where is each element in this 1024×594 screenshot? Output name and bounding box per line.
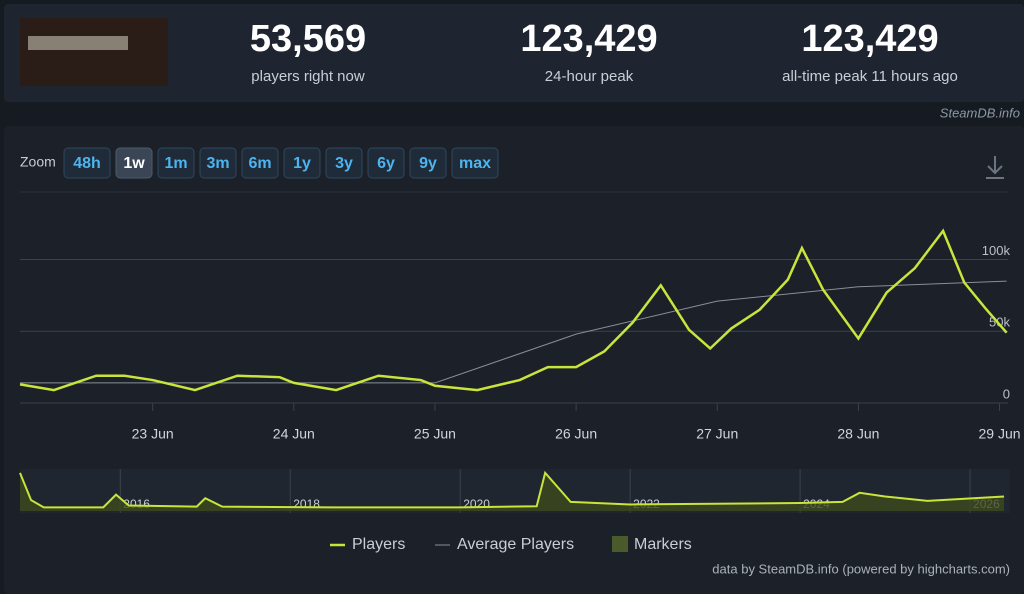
stat-value: 123,429 xyxy=(801,18,938,60)
zoom-button[interactable] xyxy=(115,147,153,179)
zoom-button-label[interactable]: 1y xyxy=(293,155,311,172)
zoom-button-label[interactable]: 6y xyxy=(377,155,395,172)
zoom-button[interactable] xyxy=(241,147,279,179)
stat-value: 123,429 xyxy=(520,18,657,60)
stat-value: 53,569 xyxy=(250,18,366,60)
zoom-button-label[interactable]: 9y xyxy=(419,155,437,172)
legend-label: Players xyxy=(352,536,405,553)
zoom-button-label[interactable]: 1w xyxy=(123,155,145,172)
nav-area xyxy=(20,472,1005,511)
zoom-label: Zoom xyxy=(20,154,56,170)
zoom-button[interactable] xyxy=(367,147,405,179)
y-tick-label: 0 xyxy=(1003,386,1010,401)
nav-line xyxy=(19,470,1005,509)
players-line xyxy=(19,228,1008,392)
chart-panel xyxy=(4,126,1024,594)
x-tick-label: 26 Jun xyxy=(555,426,597,442)
zoom-button[interactable] xyxy=(157,147,195,179)
zoom-button[interactable] xyxy=(325,147,363,179)
x-tick-label: 29 Jun xyxy=(979,426,1021,442)
zoom-button-label[interactable]: 3y xyxy=(335,155,353,172)
zoom-button-label[interactable]: max xyxy=(459,155,491,172)
footer: data by SteamDB.info (powered by highcha… xyxy=(712,561,1010,576)
credit: SteamDB.info xyxy=(940,105,1020,120)
legend-label: Markers xyxy=(634,536,692,553)
zoom-button[interactable] xyxy=(63,147,111,179)
zoom-button-label[interactable]: 1m xyxy=(164,155,187,172)
average-line xyxy=(20,280,1007,384)
x-tick-label: 25 Jun xyxy=(414,426,456,442)
x-tick-label: 24 Jun xyxy=(273,426,315,442)
zoom-button[interactable] xyxy=(283,147,321,179)
zoom-button-label[interactable]: 48h xyxy=(73,155,101,172)
legend-swatch xyxy=(612,536,628,552)
zoom-button[interactable] xyxy=(409,147,447,179)
stat-label: players right now xyxy=(251,68,365,85)
legend-label: Average Players xyxy=(457,536,574,553)
x-tick-label: 27 Jun xyxy=(696,426,738,442)
download-icon[interactable] xyxy=(986,156,1004,179)
game-logo xyxy=(28,36,128,50)
game-image xyxy=(20,18,168,86)
zoom-button-label[interactable]: 6m xyxy=(248,155,271,172)
zoom-button[interactable] xyxy=(451,147,499,179)
zoom-button-label[interactable]: 3m xyxy=(206,155,229,172)
header-panel xyxy=(4,4,1024,102)
stat-label: 24-hour peak xyxy=(545,68,634,85)
x-tick-label: 23 Jun xyxy=(132,426,174,442)
zoom-button[interactable] xyxy=(199,147,237,179)
stat-label: all-time peak 11 hours ago xyxy=(782,68,958,85)
x-tick-label: 28 Jun xyxy=(837,426,879,442)
y-tick-label: 100k xyxy=(982,243,1011,258)
